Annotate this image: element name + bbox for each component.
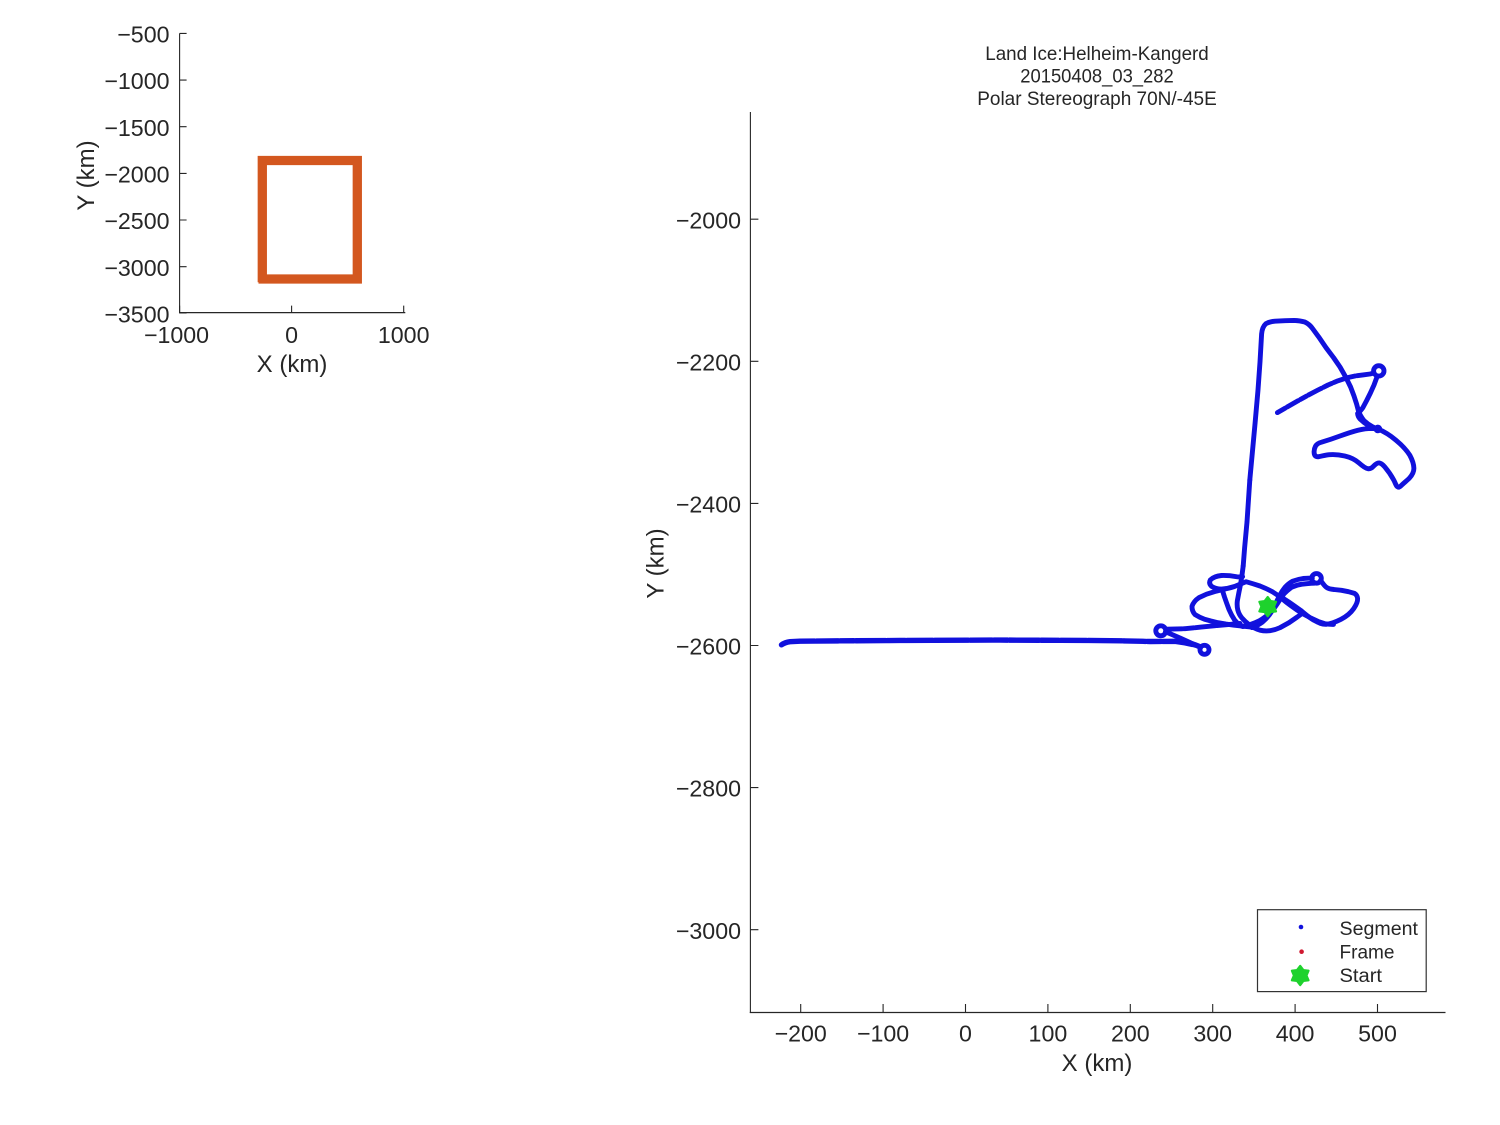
svg-text:−3000: −3000 <box>104 255 169 281</box>
svg-text:Polar Stereograph 70N/-45E: Polar Stereograph 70N/-45E <box>977 88 1217 110</box>
svg-text:−500: −500 <box>117 22 169 48</box>
svg-text:500: 500 <box>1358 1021 1397 1047</box>
svg-text:20150408_03_282: 20150408_03_282 <box>1020 66 1174 88</box>
svg-text:−200: −200 <box>775 1021 827 1047</box>
svg-text:1000: 1000 <box>378 322 430 348</box>
svg-text:Segment: Segment <box>1340 919 1419 940</box>
svg-text:Y (km): Y (km) <box>643 528 670 598</box>
svg-text:−3500: −3500 <box>104 301 169 327</box>
svg-text:−2600: −2600 <box>676 634 741 660</box>
svg-text:−3000: −3000 <box>676 918 741 944</box>
svg-text:−2200: −2200 <box>676 349 741 375</box>
svg-text:X (km): X (km) <box>1062 1050 1133 1077</box>
svg-text:300: 300 <box>1193 1021 1232 1047</box>
svg-text:−2400: −2400 <box>676 492 741 518</box>
svg-text:Y (km): Y (km) <box>73 140 100 210</box>
svg-text:0: 0 <box>959 1021 972 1047</box>
svg-text:−2000: −2000 <box>104 162 169 188</box>
svg-text:X (km): X (km) <box>257 351 328 378</box>
svg-text:Land Ice:Helheim-Kangerd: Land Ice:Helheim-Kangerd <box>985 43 1209 65</box>
svg-text:Frame: Frame <box>1340 943 1395 964</box>
svg-text:Start: Start <box>1340 966 1383 987</box>
svg-text:−1000: −1000 <box>144 322 209 348</box>
svg-text:−2500: −2500 <box>104 208 169 234</box>
svg-text:−1500: −1500 <box>104 115 169 141</box>
svg-text:−1000: −1000 <box>104 68 169 94</box>
svg-text:−2000: −2000 <box>676 207 741 233</box>
svg-text:400: 400 <box>1276 1021 1315 1047</box>
svg-text:−2800: −2800 <box>676 776 741 802</box>
svg-text:−100: −100 <box>857 1021 909 1047</box>
svg-text:200: 200 <box>1111 1021 1150 1047</box>
svg-text:100: 100 <box>1029 1021 1068 1047</box>
svg-text:0: 0 <box>285 322 298 348</box>
